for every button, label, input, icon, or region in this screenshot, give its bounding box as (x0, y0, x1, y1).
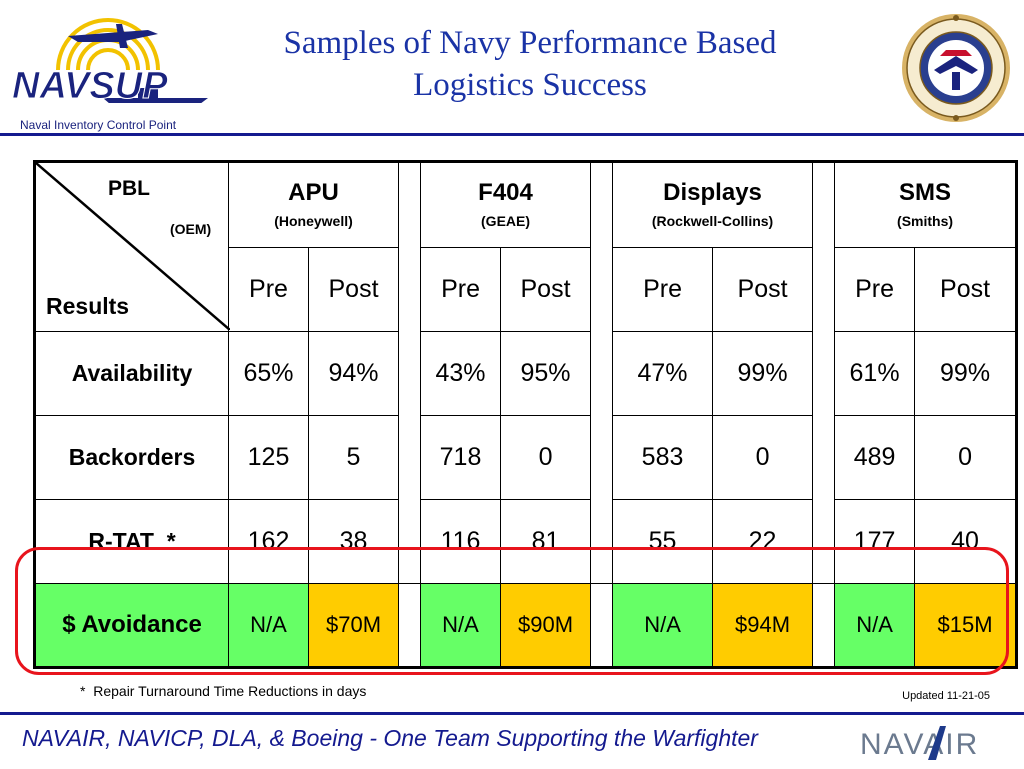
product-header-f404: F404 (GEAE) (420, 161, 592, 248)
table-cell: N/A (228, 583, 309, 668)
header-rule (0, 133, 1024, 136)
table-cell: 718 (420, 415, 502, 500)
phase-post: Post (914, 247, 1018, 332)
navair-wordmark: NAVAIR (860, 728, 979, 761)
corner-cell: PBL (OEM) Results (34, 161, 230, 332)
table-cell: $15M (914, 583, 1018, 668)
table-cell: 61% (834, 331, 916, 416)
navair-logo-icon: NAVAIR (860, 726, 979, 761)
table-cell: 0 (712, 415, 814, 500)
table-cell: 22 (712, 499, 814, 584)
row-label: $ Avoidance (34, 583, 229, 668)
table-cell: $70M (307, 583, 400, 668)
table-cell: 125 (228, 415, 309, 500)
table-cell: 489 (834, 415, 916, 500)
updated-date: Updated 11-21-05 (902, 690, 990, 702)
table-cell: $90M (500, 583, 592, 668)
table-row-avoidance: $ Avoidance N/A $70M N/A $90M N/A $94M N… (34, 583, 1018, 668)
phase-post: Post (307, 247, 400, 332)
page-title-line-2: Logistics Success (413, 67, 647, 103)
table-cell: 583 (612, 415, 714, 500)
product-name: Displays (663, 179, 762, 206)
footer-rule (0, 712, 1024, 715)
navsup-subtitle: Naval Inventory Control Point (20, 118, 177, 132)
navy-seal-icon (900, 12, 1012, 124)
table-cell: 94% (307, 331, 400, 416)
phase-pre: Pre (834, 247, 916, 332)
column-spacer (398, 583, 422, 668)
column-spacer (398, 161, 422, 584)
table-row-rtat: R-TAT * 162 38 116 81 55 22 177 40 (34, 499, 1018, 584)
table-cell: 65% (228, 331, 309, 416)
table-row-availability: Availability 65% 94% 43% 95% 47% 99% 61%… (34, 331, 1018, 416)
table-cell: 43% (420, 331, 502, 416)
corner-label-results: Results (46, 293, 130, 319)
table-cell: 0 (914, 415, 1018, 500)
diagonal-divider (36, 163, 230, 330)
navsup-wordmark: NAVSUP (12, 65, 168, 103)
page-title: Samples of Navy Performance Based Logist… (190, 22, 870, 106)
table-cell: $94M (712, 583, 814, 668)
product-oem: (Honeywell) (274, 213, 353, 229)
column-spacer (812, 161, 836, 584)
pbl-results-table: PBL (OEM) Results APU (Honeywell) F404 (… (33, 160, 1019, 669)
table-row-backorders: Backorders 125 5 718 0 583 0 489 0 (34, 415, 1018, 500)
column-spacer (590, 583, 614, 668)
product-name: APU (288, 179, 339, 206)
product-oem: (Smiths) (897, 213, 954, 229)
phase-post: Post (712, 247, 814, 332)
column-spacer (590, 161, 614, 584)
table-cell: 99% (914, 331, 1018, 416)
footer-slogan: NAVAIR, NAVICP, DLA, & Boeing - One Team… (22, 725, 758, 751)
product-header-displays: Displays (Rockwell-Collins) (612, 161, 814, 248)
product-oem: (GEAE) (481, 213, 531, 229)
corner-label-pbl: PBL (108, 177, 150, 200)
product-name: F404 (478, 179, 533, 206)
phase-header-row: Pre Post Pre Post Pre Post Pre Post (35, 247, 1018, 332)
navsup-logo-icon: NAVSUP (12, 18, 208, 103)
product-header-row: PBL (OEM) Results APU (Honeywell) F404 (… (34, 161, 1018, 584)
row-label: Availability (34, 331, 229, 416)
product-header-apu: APU (Honeywell) (227, 161, 400, 248)
table-cell: 162 (228, 499, 309, 584)
page-title-line-1: Samples of Navy Performance Based (283, 25, 777, 61)
table-cell: 38 (307, 499, 400, 584)
table-cell: 0 (500, 415, 592, 500)
table-cell: N/A (834, 583, 916, 668)
phase-pre: Pre (420, 247, 502, 332)
table-cell: 81 (500, 499, 592, 584)
table-cell: 5 (307, 415, 400, 500)
phase-post: Post (500, 247, 592, 332)
table-cell: 99% (712, 331, 814, 416)
column-spacer (812, 583, 836, 668)
phase-pre: Pre (612, 247, 714, 332)
table-cell: N/A (420, 583, 502, 668)
table-cell: 95% (500, 331, 592, 416)
row-label: R-TAT * (34, 499, 229, 584)
product-header-sms: SMS (Smiths) (834, 161, 1018, 248)
footnote: * Repair Turnaround Time Reductions in d… (80, 683, 367, 699)
row-label: Backorders (34, 415, 229, 500)
table-cell: 177 (834, 499, 916, 584)
table-cell: 55 (612, 499, 714, 584)
table-cell: 47% (612, 331, 714, 416)
product-oem: (Rockwell-Collins) (651, 213, 774, 229)
product-name: SMS (899, 179, 952, 206)
phase-pre: Pre (228, 247, 309, 332)
corner-label-oem: (OEM) (170, 221, 212, 237)
table-cell: 116 (420, 499, 502, 584)
table-cell: 40 (914, 499, 1018, 584)
table-cell: N/A (612, 583, 714, 668)
navsup-logo: NAVSUP Naval Inventory Control Point (8, 18, 223, 132)
navair-logo: NAVAIR (858, 720, 1018, 764)
